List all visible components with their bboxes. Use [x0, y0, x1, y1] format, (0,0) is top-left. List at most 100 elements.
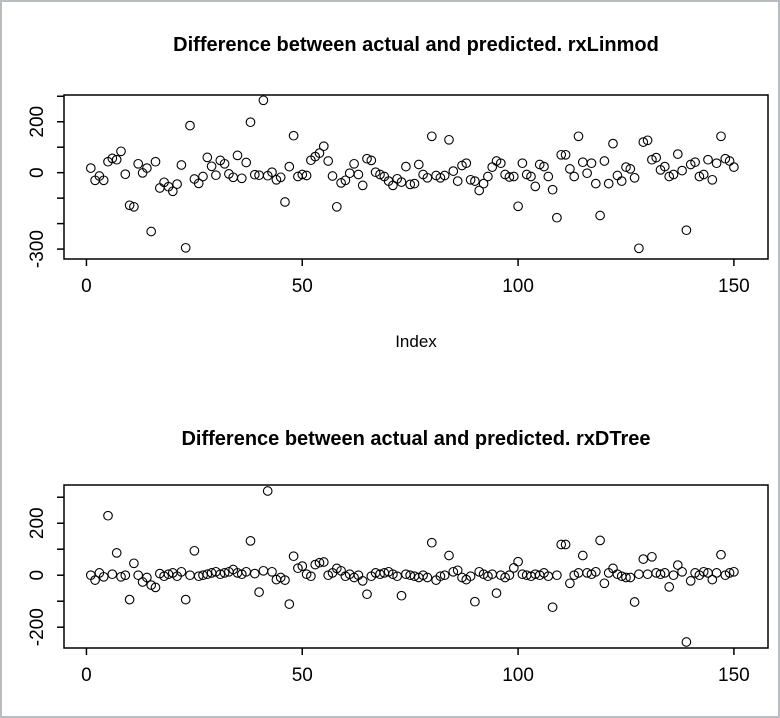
plot-title-rxlinmod: Difference between actual and predicted.…: [173, 34, 659, 56]
data-point: [586, 158, 597, 169]
data-point: [565, 578, 575, 589]
data-point: [435, 571, 446, 582]
data-point: [245, 117, 256, 128]
data-point: [716, 131, 726, 142]
data-point: [331, 201, 342, 212]
plot-title-rxdtree: Difference between actual and predicted.…: [181, 428, 651, 450]
data-point: [267, 566, 277, 577]
data-point: [180, 242, 191, 253]
data-point: [569, 171, 580, 182]
data-point: [202, 569, 213, 580]
data-point: [642, 135, 653, 146]
data-point: [556, 539, 567, 550]
data-point: [167, 186, 178, 197]
data-point: [211, 170, 221, 181]
data-point: [513, 556, 523, 567]
data-point: [707, 574, 718, 585]
data-point: [103, 510, 113, 521]
data-point: [297, 561, 308, 571]
data-point: [659, 161, 670, 172]
data-point: [577, 550, 588, 561]
data-point: [659, 568, 670, 578]
data-point: [616, 176, 627, 186]
data-point: [236, 173, 247, 184]
data-point: [625, 572, 636, 583]
data-point: [426, 131, 437, 142]
data-point: [362, 153, 372, 164]
data-point: [120, 570, 131, 581]
data-point: [172, 179, 182, 189]
data-point: [508, 563, 519, 573]
data-point: [198, 171, 208, 182]
data-point: [681, 225, 692, 236]
data-point: [590, 566, 601, 577]
data-point: [439, 570, 450, 581]
data-point: [232, 150, 243, 161]
data-point: [677, 165, 687, 176]
data-point: [318, 141, 329, 152]
data-point: [465, 571, 476, 582]
data-point: [405, 570, 416, 581]
data-point: [193, 178, 204, 189]
data-point: [685, 576, 696, 586]
data-point: [124, 200, 135, 211]
data-point: [254, 587, 264, 597]
data-point: [323, 156, 334, 166]
data-point: [146, 226, 157, 237]
data-point: [547, 602, 558, 613]
data-point: [508, 171, 519, 182]
data-point: [280, 575, 290, 585]
data-point: [150, 582, 161, 593]
data-point: [349, 158, 359, 169]
data-point: [120, 169, 131, 180]
data-point: [504, 570, 515, 581]
data-point: [142, 163, 152, 173]
data-point: [375, 569, 385, 580]
data-point: [444, 550, 454, 561]
data-point: [651, 152, 662, 163]
data-point: [422, 572, 433, 583]
data-point: [327, 171, 338, 181]
data-point: [275, 172, 286, 183]
data-point: [396, 590, 407, 601]
data-point: [219, 568, 230, 578]
y-tick-label: 0: [27, 167, 48, 178]
data-point: [483, 571, 493, 582]
data-point: [612, 569, 623, 580]
data-point: [603, 178, 614, 189]
data-point: [133, 158, 144, 169]
data-point: [444, 134, 454, 145]
data-point: [474, 185, 485, 196]
data-point: [388, 180, 398, 191]
x-tick-label: 50: [292, 665, 313, 686]
data-point: [344, 168, 355, 179]
data-point: [284, 599, 295, 609]
data-point: [729, 162, 739, 172]
data-point: [258, 95, 269, 106]
data-point: [284, 161, 295, 172]
data-point: [612, 170, 623, 181]
x-tick-label: 150: [718, 276, 750, 297]
data-point: [258, 565, 269, 576]
data-point: [116, 571, 126, 582]
data-point: [129, 558, 139, 569]
data-point: [621, 572, 631, 583]
data-point: [241, 157, 252, 168]
data-point: [185, 120, 195, 131]
data-point: [724, 568, 735, 578]
data-point: [672, 560, 683, 570]
data-point: [461, 158, 472, 169]
data-point: [375, 169, 385, 180]
x-tick-label: 0: [81, 276, 92, 297]
data-point: [634, 569, 644, 580]
data-point: [405, 179, 416, 190]
y-tick-label: 0: [27, 570, 48, 581]
data-point: [565, 164, 575, 174]
data-point: [504, 172, 515, 182]
data-point: [413, 159, 424, 170]
data-point: [357, 180, 368, 191]
data-point: [470, 596, 480, 607]
data-point: [388, 569, 398, 580]
data-point: [698, 566, 709, 577]
